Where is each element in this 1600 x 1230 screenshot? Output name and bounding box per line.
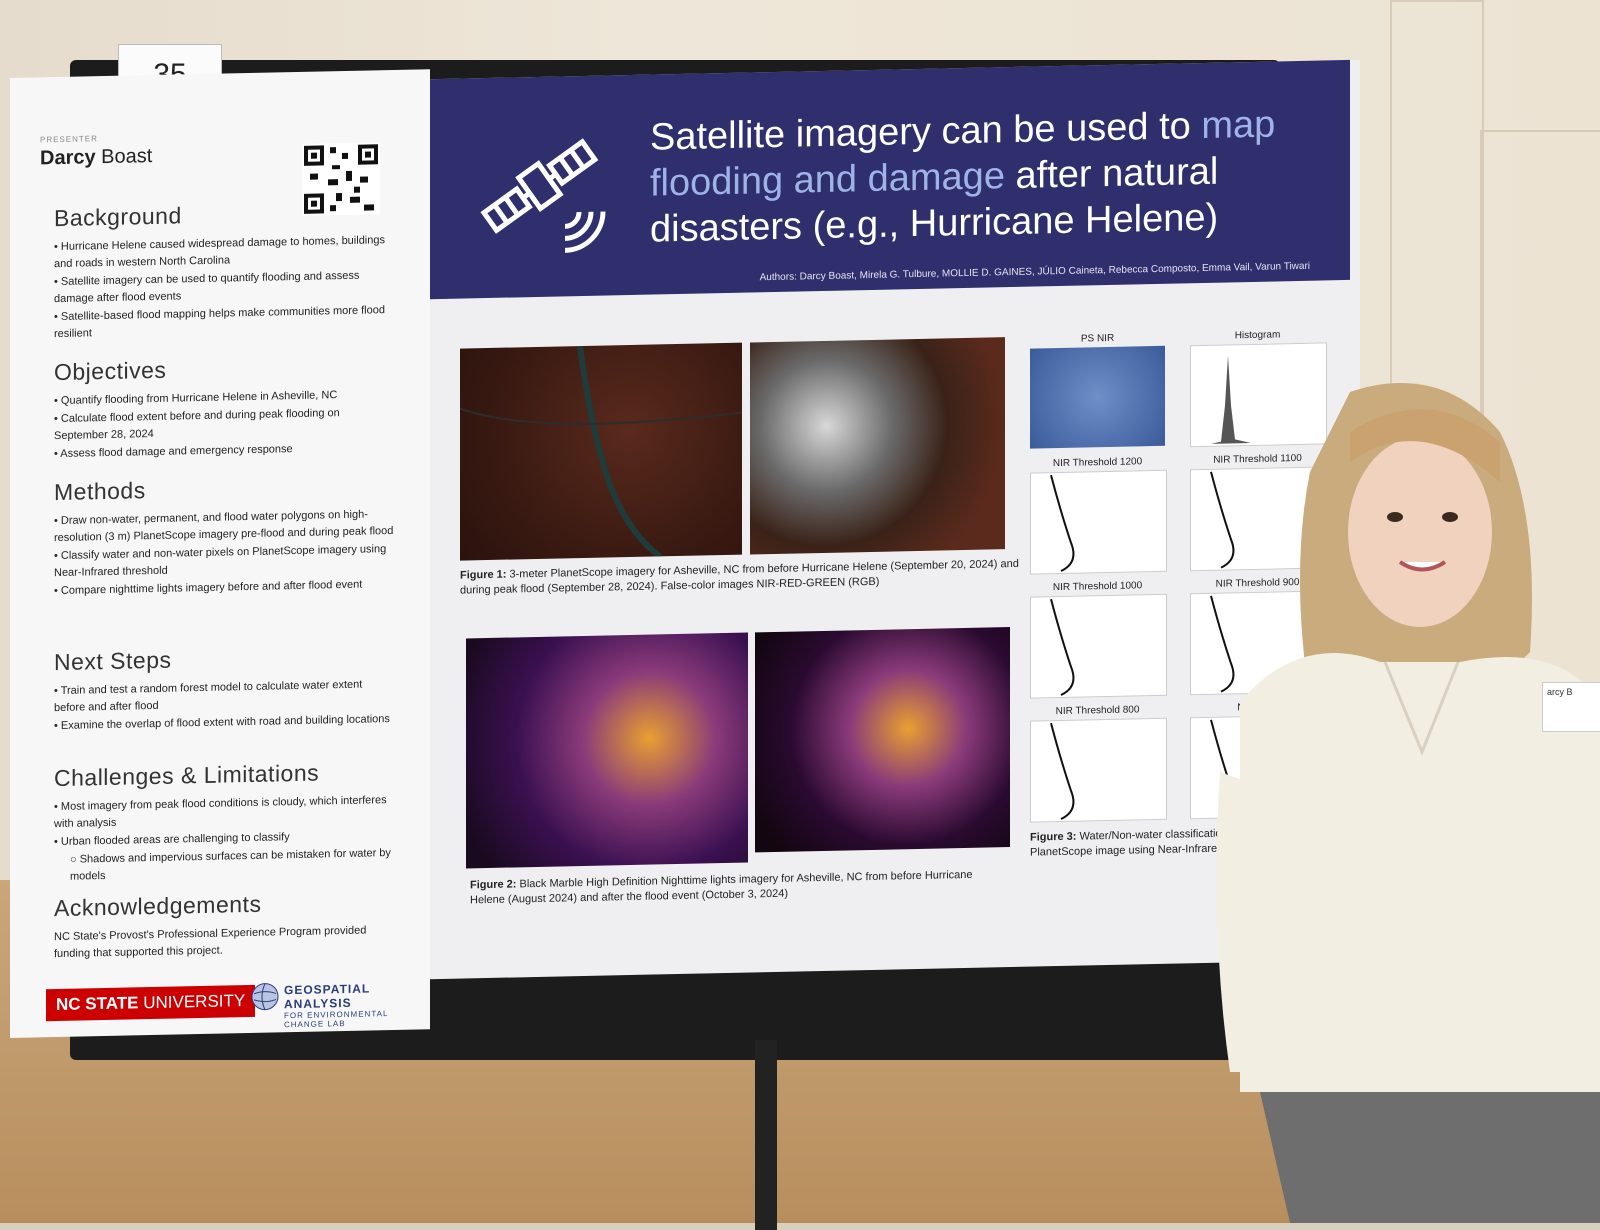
title-band: Satellite imagery can be used to map flo… <box>430 59 1350 300</box>
figure-1-caption: Figure 1: 3-meter PlanetScope imagery fo… <box>460 557 1019 597</box>
presenter-person: arcy B <box>1200 372 1600 1223</box>
threshold-panel <box>1030 593 1167 699</box>
globe-icon <box>251 983 279 1011</box>
methods-bullets: • Draw non-water, permanent, and flood w… <box>54 508 394 598</box>
threshold-panel <box>1030 469 1167 575</box>
histogram-panel <box>1190 342 1327 448</box>
ncsu-logo: NC STATE UNIVERSITY <box>46 984 256 1022</box>
presenter-label: PRESENTER <box>40 134 98 145</box>
ps-nir-panel <box>1030 345 1165 449</box>
geospatial-lab-logo: GEOSPATIAL ANALYSIS FOR ENVIRONMENTAL CH… <box>250 974 430 1029</box>
name-badge: arcy B <box>1542 682 1600 732</box>
background-bullets: • Hurricane Helene caused widespread dam… <box>54 234 385 341</box>
section-heading-next-steps: Next Steps <box>54 646 172 676</box>
easel-leg <box>755 1040 777 1230</box>
presenter-name: Darcy Boast <box>40 145 153 170</box>
panel-label: NIR Threshold 1200 <box>1052 456 1143 470</box>
panel-label: NIR Threshold 800 <box>1055 704 1140 718</box>
challenges-bullets: • Most imagery from peak flood condition… <box>54 794 391 883</box>
objectives-bullets: • Quantify flooding from Hurricane Helen… <box>54 389 340 461</box>
planetscope-peak-flood-image <box>750 337 1005 555</box>
authors-line: Authors: Darcy Boast, Mirela G. Tulbure,… <box>759 260 1310 284</box>
poster: PRESENTER Darcy Boast Background • Hurri… <box>10 50 1360 1038</box>
threshold-panel <box>1030 717 1167 823</box>
planetscope-before-image <box>459 342 743 561</box>
panel-label: NIR Threshold 1000 <box>1052 580 1143 594</box>
section-heading-background: Background <box>54 202 182 232</box>
figure-2-caption: Figure 2: Black Marble High Definition N… <box>470 868 973 907</box>
section-heading-objectives: Objectives <box>54 356 167 386</box>
qr-code <box>302 142 380 216</box>
threshold-panel <box>1190 590 1327 696</box>
acknowledgements-text: NC State's Provost's Professional Experi… <box>54 924 367 961</box>
poster-main-column: Satellite imagery can be used to map flo… <box>430 59 1360 980</box>
section-heading-challenges: Challenges & Limitations <box>54 759 320 792</box>
poster-left-column: PRESENTER Darcy Boast Background • Hurri… <box>10 69 430 1038</box>
panel-label: PS NIR <box>1080 332 1115 345</box>
panel-label: Histogram <box>1234 329 1281 342</box>
satellite-icon <box>480 138 606 253</box>
nightlights-after-image <box>755 627 1010 853</box>
nightlights-before-image <box>466 632 748 869</box>
threshold-panel <box>1190 466 1327 572</box>
section-heading-methods: Methods <box>54 477 146 506</box>
next-steps-bullets: • Train and test a random forest model t… <box>54 678 390 733</box>
poster-title: Satellite imagery can be used to map flo… <box>650 103 1276 251</box>
section-heading-acknowledgements: Acknowledgements <box>54 890 262 922</box>
